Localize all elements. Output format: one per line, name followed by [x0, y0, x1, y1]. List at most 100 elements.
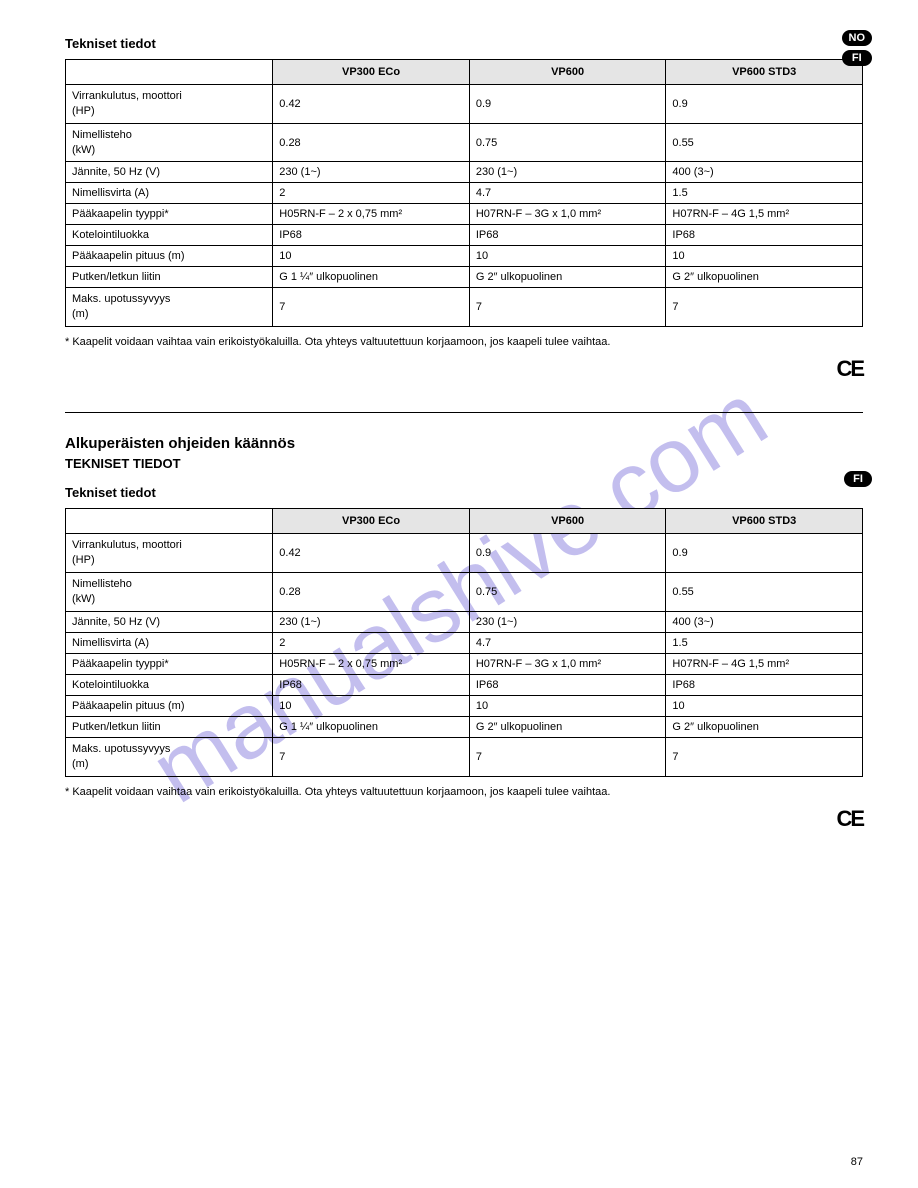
- cell: 10: [273, 695, 470, 716]
- table-header-row: VP300 ECo VP600 VP600 STD3: [66, 60, 863, 85]
- table-header-row: VP300 ECo VP600 VP600 STD3: [66, 509, 863, 534]
- table-row: Kotelointiluokka IP68 IP68 IP68: [66, 225, 863, 246]
- row-label: Pääkaapelin pituus (m): [66, 695, 273, 716]
- table-row: Pääkaapelin pituus (m) 10 10 10: [66, 246, 863, 267]
- cell: 230 (1~): [273, 611, 470, 632]
- section1-note: * Kaapelit voidaan vaihtaa vain erikoist…: [65, 335, 863, 350]
- table-row: Virrankulutus, moottori(HP) 0.42 0.9 0.9: [66, 85, 863, 124]
- cell: 0.75: [469, 123, 666, 162]
- page-container: Tekniset tiedot VP300 ECo VP600 VP600 ST…: [0, 0, 918, 852]
- model-header-1: VP300 ECo: [273, 509, 470, 534]
- cell: 0.42: [273, 534, 470, 573]
- cell: 10: [469, 246, 666, 267]
- section1-title: Tekniset tiedot: [65, 36, 863, 51]
- table-row: Kotelointiluokka IP68 IP68 IP68: [66, 674, 863, 695]
- model-header-3: VP600 STD3: [666, 509, 863, 534]
- ce-mark-icon: CE: [836, 806, 863, 832]
- cell: G 1 ¼″ ulkopuolinen: [273, 716, 470, 737]
- table-row: Jännite, 50 Hz (V) 230 (1~) 230 (1~) 400…: [66, 611, 863, 632]
- ce-mark-icon: CE: [836, 356, 863, 382]
- row-label: Pääkaapelin tyyppi*: [66, 653, 273, 674]
- cell: 7: [666, 737, 863, 776]
- section-divider: [65, 412, 863, 413]
- cell: IP68: [273, 225, 470, 246]
- cell: 4.7: [469, 632, 666, 653]
- section2-heading1: Alkuperäisten ohjeiden käännös: [65, 435, 863, 452]
- language-badges-top: NO FI: [842, 30, 873, 66]
- cell: 0.9: [666, 85, 863, 124]
- cell: 1.5: [666, 632, 863, 653]
- row-label: Nimellisvirta (A): [66, 632, 273, 653]
- cell: H07RN-F – 4G 1,5 mm²: [666, 653, 863, 674]
- table-row: Maks. upotussyvyys(m) 7 7 7: [66, 288, 863, 327]
- cell: IP68: [469, 225, 666, 246]
- spec-table-1: VP300 ECo VP600 VP600 STD3 Virrankulutus…: [65, 59, 863, 327]
- model-header-2: VP600: [469, 509, 666, 534]
- cell: G 1 ¼″ ulkopuolinen: [273, 267, 470, 288]
- cell: 0.28: [273, 573, 470, 612]
- cell: 0.55: [666, 573, 863, 612]
- table-header-blank: [66, 509, 273, 534]
- ce-row-1: CE: [65, 356, 863, 382]
- cell: 7: [273, 288, 470, 327]
- cell: 0.9: [666, 534, 863, 573]
- row-label: Virrankulutus, moottori(HP): [66, 534, 273, 573]
- cell: G 2″ ulkopuolinen: [469, 267, 666, 288]
- model-header-3: VP600 STD3: [666, 60, 863, 85]
- cell: 0.42: [273, 85, 470, 124]
- table-row: Virrankulutus, moottori(HP) 0.42 0.9 0.9: [66, 534, 863, 573]
- cell: 230 (1~): [273, 162, 470, 183]
- cell: 400 (3~): [666, 162, 863, 183]
- row-label: Pääkaapelin tyyppi*: [66, 204, 273, 225]
- cell: 230 (1~): [469, 611, 666, 632]
- row-label: Virrankulutus, moottori(HP): [66, 85, 273, 124]
- cell: IP68: [666, 674, 863, 695]
- cell: G 2″ ulkopuolinen: [666, 267, 863, 288]
- table-row: Pääkaapelin tyyppi* H05RN-F – 2 x 0,75 m…: [66, 204, 863, 225]
- lang-badge-fi: FI: [842, 50, 873, 66]
- row-label: Nimellisteho(kW): [66, 573, 273, 612]
- cell: 0.75: [469, 573, 666, 612]
- cell: IP68: [666, 225, 863, 246]
- cell: 400 (3~): [666, 611, 863, 632]
- section2-heading-block: Alkuperäisten ohjeiden käännös TEKNISET …: [65, 435, 863, 471]
- row-label: Maks. upotussyvyys(m): [66, 737, 273, 776]
- cell: 2: [273, 632, 470, 653]
- lang-badge-no: NO: [842, 30, 873, 46]
- model-header-2: VP600: [469, 60, 666, 85]
- row-label: Maks. upotussyvyys(m): [66, 288, 273, 327]
- cell: 7: [273, 737, 470, 776]
- cell: H07RN-F – 3G x 1,0 mm²: [469, 653, 666, 674]
- row-label: Pääkaapelin pituus (m): [66, 246, 273, 267]
- cell: 4.7: [469, 183, 666, 204]
- section2-note: * Kaapelit voidaan vaihtaa vain erikoist…: [65, 785, 863, 800]
- cell: 10: [469, 695, 666, 716]
- cell: IP68: [469, 674, 666, 695]
- cell: 10: [666, 246, 863, 267]
- cell: 0.9: [469, 85, 666, 124]
- cell: 2: [273, 183, 470, 204]
- table-row: Maks. upotussyvyys(m) 7 7 7: [66, 737, 863, 776]
- table-row: Jännite, 50 Hz (V) 230 (1~) 230 (1~) 400…: [66, 162, 863, 183]
- lang-badge-fi-mid: FI: [844, 471, 872, 487]
- row-label: Putken/letkun liitin: [66, 716, 273, 737]
- cell: 0.55: [666, 123, 863, 162]
- cell: 10: [273, 246, 470, 267]
- table-row: Nimellisvirta (A) 2 4.7 1.5: [66, 632, 863, 653]
- cell: 7: [666, 288, 863, 327]
- table-row: Putken/letkun liitin G 1 ¼″ ulkopuolinen…: [66, 716, 863, 737]
- cell: H05RN-F – 2 x 0,75 mm²: [273, 204, 470, 225]
- table-row: Pääkaapelin pituus (m) 10 10 10: [66, 695, 863, 716]
- cell: 230 (1~): [469, 162, 666, 183]
- cell: 7: [469, 737, 666, 776]
- cell: IP68: [273, 674, 470, 695]
- cell: 1.5: [666, 183, 863, 204]
- model-header-1: VP300 ECo: [273, 60, 470, 85]
- table-row: Nimellisteho(kW) 0.28 0.75 0.55: [66, 573, 863, 612]
- cell: H07RN-F – 4G 1,5 mm²: [666, 204, 863, 225]
- cell: 10: [666, 695, 863, 716]
- row-label: Jännite, 50 Hz (V): [66, 162, 273, 183]
- section2-heading2: TEKNISET TIEDOT: [65, 456, 863, 471]
- table-row: Pääkaapelin tyyppi* H05RN-F – 2 x 0,75 m…: [66, 653, 863, 674]
- page-number: 87: [851, 1156, 863, 1168]
